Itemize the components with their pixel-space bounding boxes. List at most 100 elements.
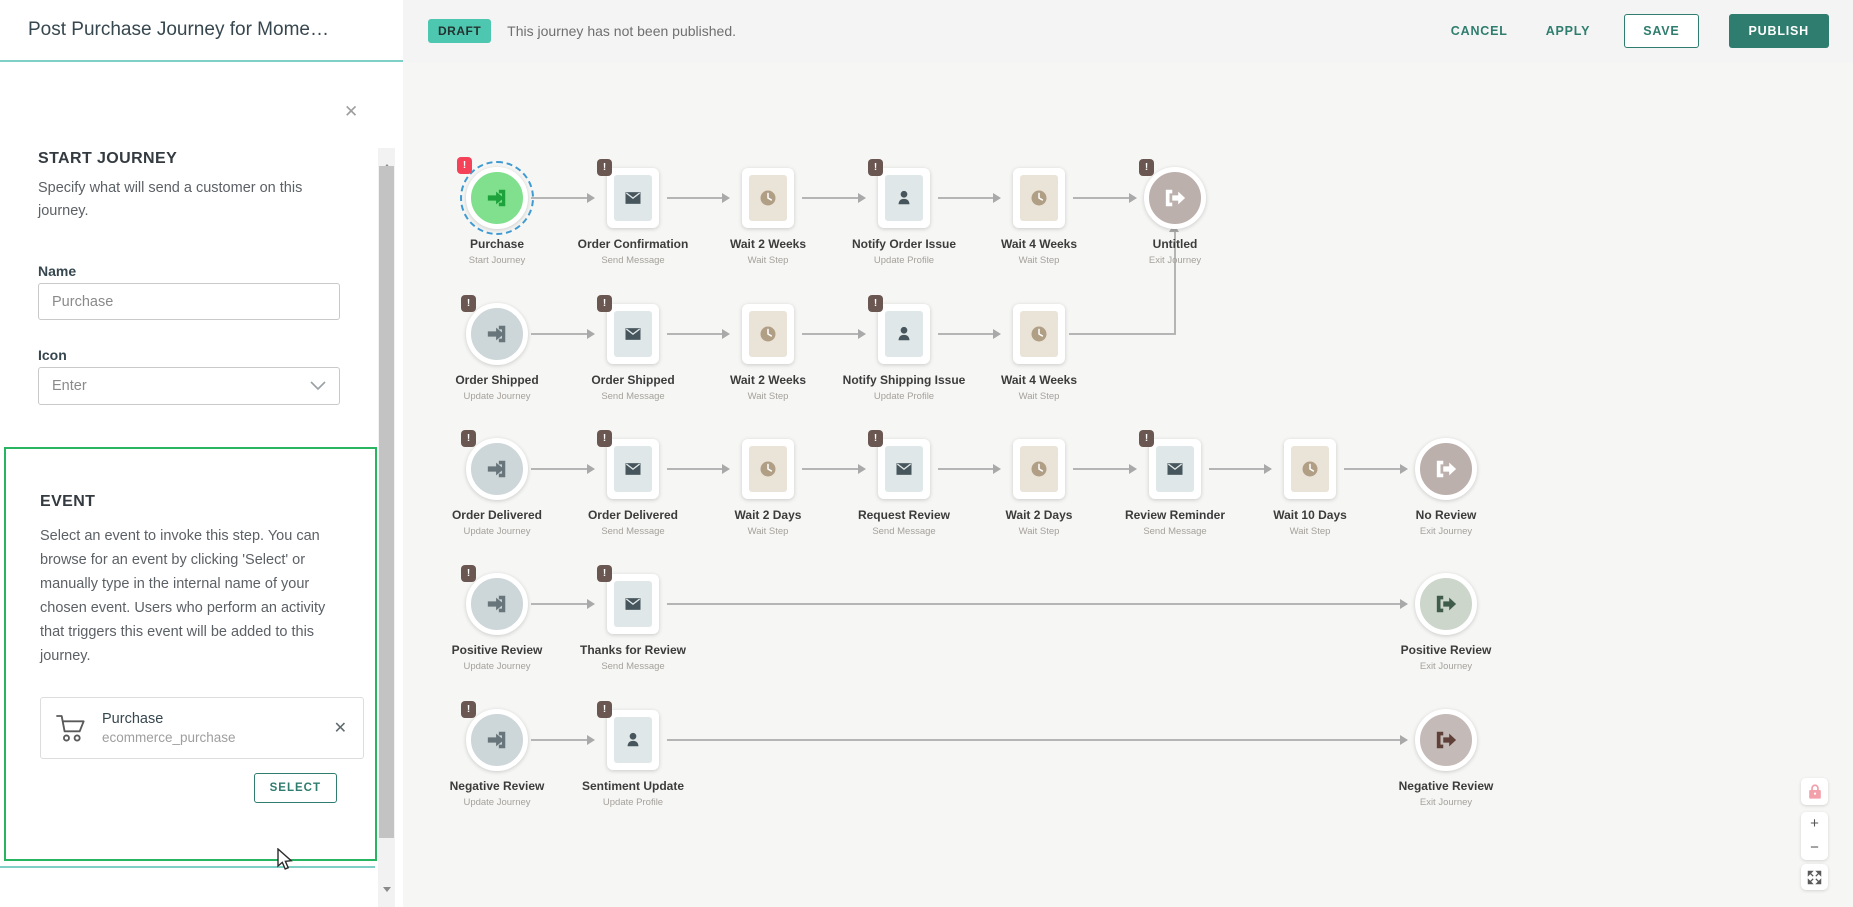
scrollbar-thumb[interactable] — [379, 166, 394, 838]
connector-line — [1209, 468, 1265, 470]
wait-node-inner — [749, 446, 787, 492]
node-sublabel: Exit Journey — [1419, 661, 1473, 672]
message-node[interactable] — [607, 439, 659, 499]
node-sublabel: Wait Step — [747, 391, 789, 402]
wait-node[interactable] — [1013, 439, 1065, 499]
wait-node[interactable] — [1013, 304, 1065, 364]
publish-button[interactable]: PUBLISH — [1728, 14, 1829, 48]
warning-badge: ! — [868, 295, 883, 312]
scroll-up-icon[interactable] — [378, 148, 395, 169]
cancel-button[interactable]: CANCEL — [1447, 16, 1512, 46]
connector-line — [802, 197, 859, 199]
warning-badge: ! — [1139, 159, 1154, 176]
clock-icon — [760, 190, 776, 206]
journey-node[interactable] — [466, 438, 528, 500]
icon-dropdown[interactable]: Enter — [38, 367, 340, 405]
wait-node[interactable] — [742, 439, 794, 499]
wait-node[interactable] — [1284, 439, 1336, 499]
envelope-icon — [625, 192, 641, 204]
connector-line — [667, 739, 1401, 741]
name-label: Name — [38, 263, 77, 279]
select-event-button[interactable]: SELECT — [253, 773, 337, 803]
warning-badge: ! — [461, 430, 476, 447]
node-label: Thanks for Review — [579, 643, 687, 657]
clock-icon — [1302, 461, 1318, 477]
connector-line — [1073, 197, 1130, 199]
node-sublabel: Wait Step — [1018, 526, 1060, 537]
event-description: Select an event to invoke this step. You… — [40, 528, 326, 664]
journey-canvas[interactable]: ! Purchase Start Journey! Order Confirmatio… — [403, 62, 1853, 907]
node-label: Review Reminder — [1124, 508, 1226, 522]
message-node[interactable] — [1149, 439, 1201, 499]
exit-negative-node[interactable] — [1415, 709, 1477, 771]
profile-node[interactable] — [878, 304, 930, 364]
clock-icon — [1031, 190, 1047, 206]
envelope-icon — [625, 598, 641, 610]
profile-node[interactable] — [878, 168, 930, 228]
profile-node-inner — [614, 717, 652, 763]
warning-badge: ! — [868, 159, 883, 176]
zoom-out-button[interactable]: − — [1801, 836, 1828, 860]
connector-arrowhead — [587, 193, 595, 203]
message-node[interactable] — [878, 439, 930, 499]
exit-neutral-node[interactable] — [1415, 438, 1477, 500]
remove-event-icon[interactable]: ✕ — [333, 720, 347, 737]
wait-node[interactable] — [742, 168, 794, 228]
connector-arrowhead — [587, 464, 595, 474]
exit-neutral-node[interactable] — [1144, 167, 1206, 229]
save-button[interactable]: SAVE — [1624, 14, 1699, 48]
selected-event-card[interactable]: Purchase ecommerce_purchase ✕ — [40, 697, 364, 759]
journey-node[interactable] — [466, 573, 528, 635]
node-label: Negative Review — [1398, 779, 1494, 793]
connector-arrowhead — [993, 464, 1001, 474]
warning-badge: ! — [597, 430, 612, 447]
connector-arrowhead — [1400, 464, 1408, 474]
event-heading: EVENT — [40, 493, 96, 510]
connector-arrowhead — [722, 464, 730, 474]
enter-icon — [487, 460, 506, 478]
connector-line — [531, 197, 588, 199]
journey-node[interactable] — [466, 303, 528, 365]
wait-node[interactable] — [742, 304, 794, 364]
lock-icon — [1808, 784, 1821, 799]
envelope-icon — [625, 328, 641, 340]
connector-line — [531, 739, 588, 741]
scroll-down-icon[interactable] — [378, 886, 395, 907]
name-input[interactable] — [38, 283, 340, 320]
zoom-in-button[interactable]: + — [1801, 812, 1828, 836]
wait-node[interactable] — [1013, 168, 1065, 228]
node-sublabel: Update Journey — [463, 797, 531, 808]
start-journey-heading: START JOURNEY — [38, 150, 178, 167]
message-node[interactable] — [607, 304, 659, 364]
journey-title-section: Post Purchase Journey for Mome… — [0, 0, 403, 62]
message-node[interactable] — [607, 168, 659, 228]
connector-arrowhead — [1400, 735, 1408, 745]
node-label: No Review — [1415, 508, 1477, 522]
enter-icon — [487, 595, 506, 613]
lock-button[interactable] — [1801, 778, 1828, 805]
clock-icon — [1031, 326, 1047, 342]
start-node[interactable] — [466, 167, 528, 229]
close-icon[interactable]: ✕ — [344, 102, 359, 121]
profile-node[interactable] — [607, 710, 659, 770]
shopping-cart-icon — [56, 715, 85, 742]
message-node-inner — [614, 311, 652, 357]
node-label: Positive Review — [451, 643, 543, 657]
exit-positive-node[interactable] — [1415, 573, 1477, 635]
journey-node[interactable] — [466, 709, 528, 771]
connector-line — [938, 468, 994, 470]
connector-arrowhead — [1129, 464, 1137, 474]
wait-node-inner — [1291, 446, 1329, 492]
connector-arrowhead — [722, 193, 730, 203]
node-sublabel: Update Profile — [873, 255, 935, 266]
node-label: Order Delivered — [451, 508, 543, 522]
section-divider — [0, 866, 375, 868]
node-sublabel: Wait Step — [1018, 391, 1060, 402]
apply-button[interactable]: APPLY — [1542, 16, 1595, 46]
sidebar-scrollbar[interactable] — [378, 148, 395, 907]
message-node[interactable] — [607, 574, 659, 634]
connector-arrowhead — [1129, 193, 1137, 203]
fullscreen-button[interactable] — [1801, 864, 1828, 890]
connector-line — [1069, 333, 1176, 335]
clock-icon — [1031, 461, 1047, 477]
